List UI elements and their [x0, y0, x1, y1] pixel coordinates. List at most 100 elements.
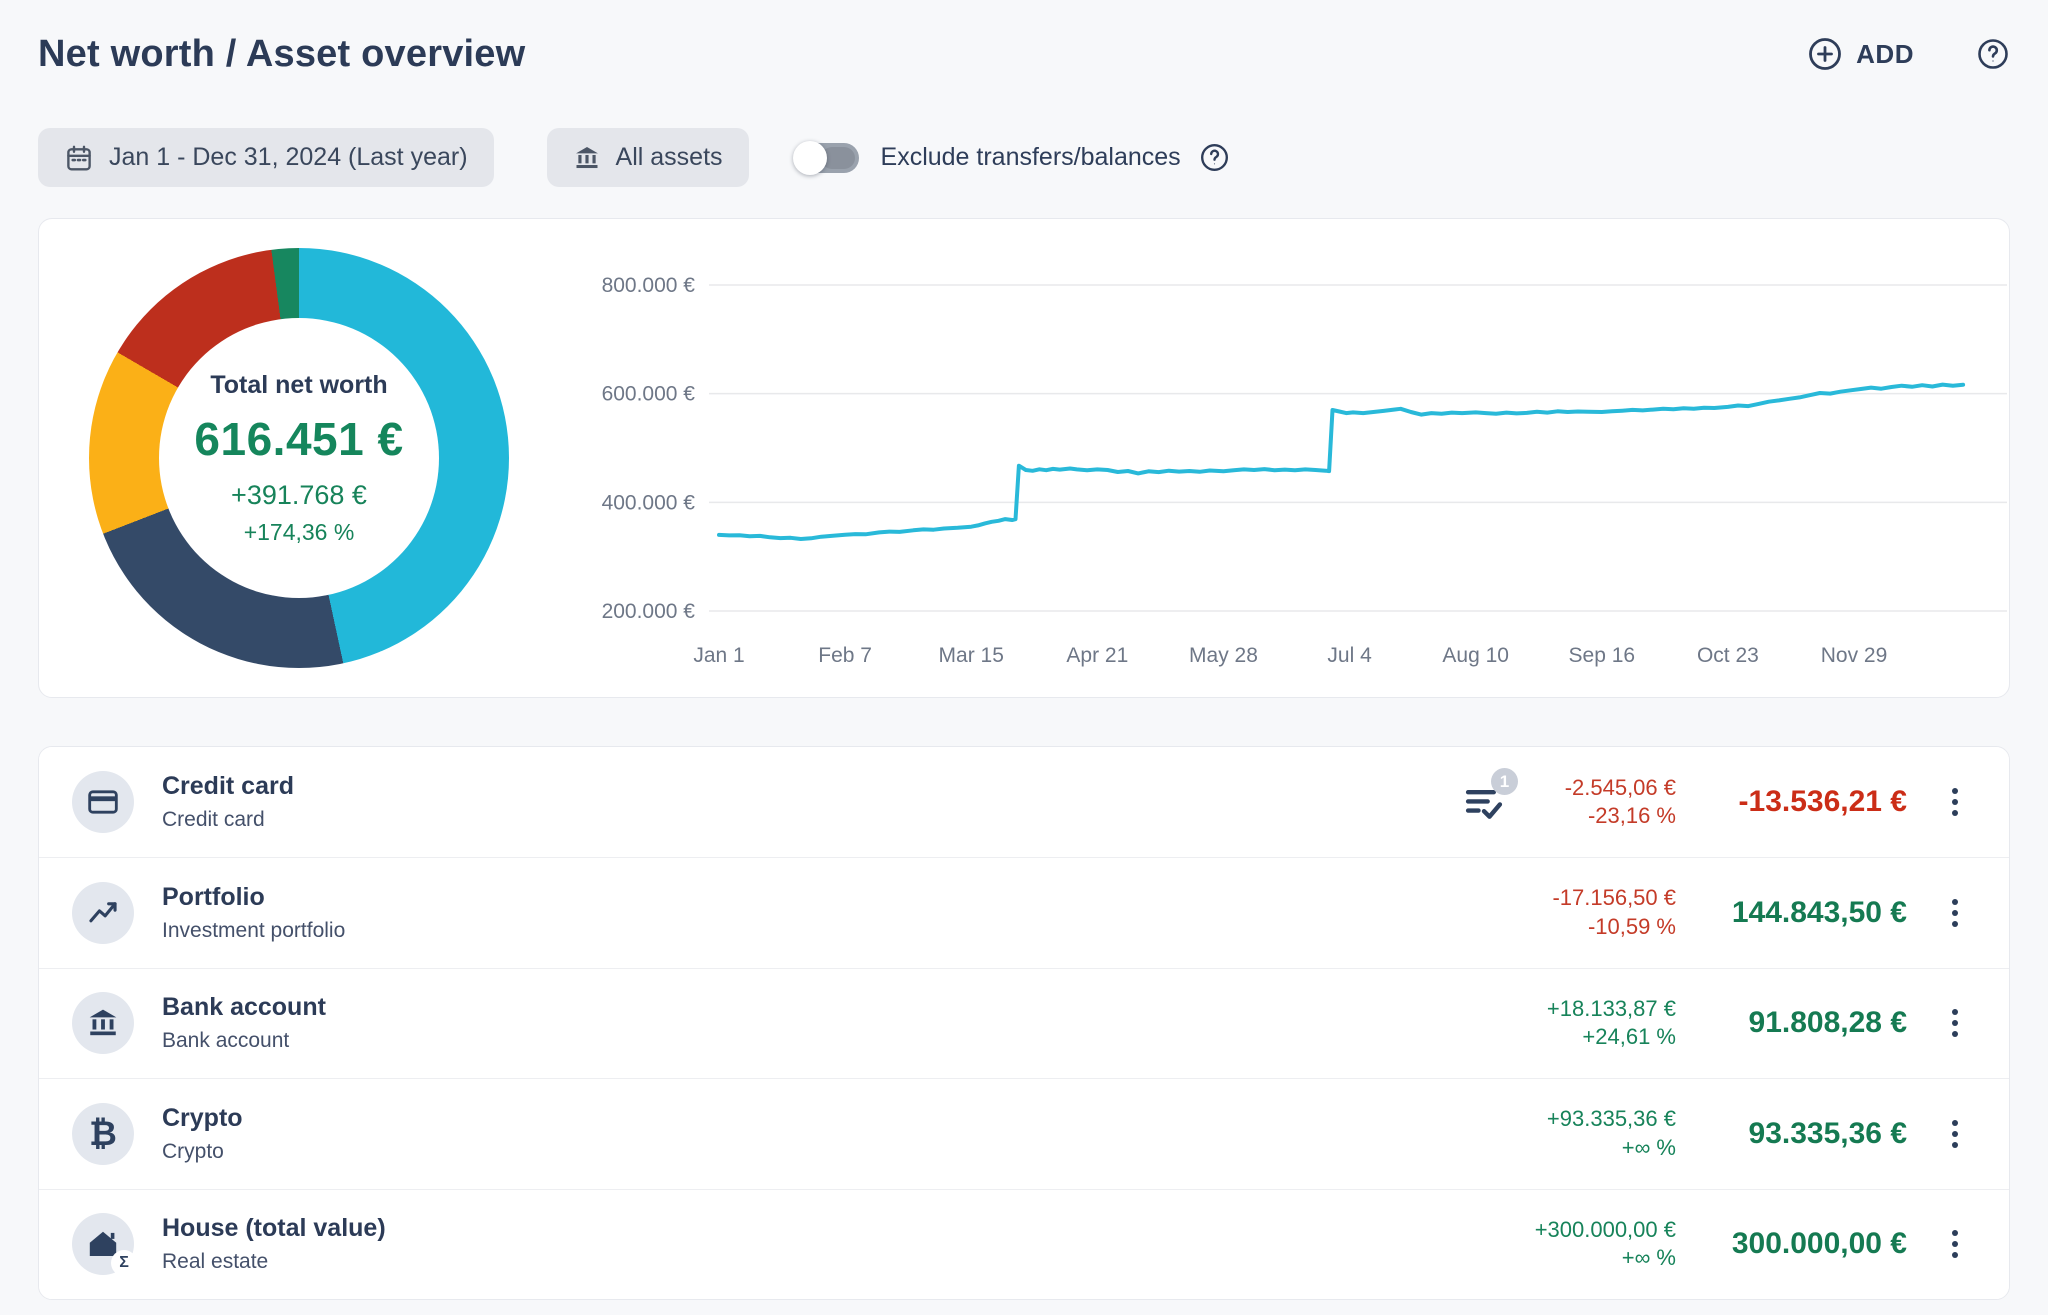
bank-icon: [72, 992, 134, 1055]
asset-change-amount: +18.133,87 €: [1546, 995, 1676, 1021]
asset-filter-label: All assets: [615, 143, 723, 171]
asset-change-percent: +∞ %: [1621, 1134, 1676, 1160]
y-axis-tick-label: 200.000 €: [602, 600, 696, 623]
asset-change: +18.133,87 € +24,61 %: [1524, 995, 1676, 1052]
sigma-badge: Σ: [111, 1250, 137, 1277]
help-button[interactable]: [1976, 37, 2010, 71]
list-check-icon: [1462, 780, 1506, 824]
exclude-transfers-label: Exclude transfers/balances: [880, 143, 1181, 171]
asset-filter-button[interactable]: All assets: [546, 128, 749, 187]
allocation-donut-chart[interactable]: Total net worth 616.451 € +391.768 € +17…: [89, 248, 509, 668]
asset-row[interactable]: ₿ Crypto Crypto +93.335,36 € +∞ % 93.335…: [39, 1078, 2009, 1189]
x-axis-tick-label: May 28: [1189, 644, 1258, 667]
y-axis-tick-label: 400.000 €: [602, 491, 696, 514]
bitcoin-icon: ₿: [89, 1114, 117, 1153]
asset-change-percent: -10,59 %: [1587, 914, 1676, 940]
asset-row-right: +18.133,87 € +24,61 % 91.808,28 €: [1524, 995, 2009, 1052]
chart-trend-icon: [72, 882, 134, 945]
asset-change: -17.156,50 € -10,59 %: [1524, 884, 1676, 941]
question-circle-icon: [1976, 37, 2010, 71]
toggle-knob: [792, 140, 827, 175]
x-axis-tick-label: Mar 15: [939, 644, 1004, 667]
asset-change-percent: -23,16 %: [1587, 803, 1676, 829]
asset-row[interactable]: Credit card Credit card 1 -2.545,06 € -2…: [39, 747, 2009, 858]
asset-subtitle: Bank account: [162, 1029, 290, 1053]
y-axis-tick-label: 800.000 €: [602, 274, 696, 297]
x-axis-tick-label: Oct 23: [1697, 644, 1759, 667]
net-worth-line-chart: 800.000 € 600.000 € 400.000 € 200.000 € Jan …: [559, 218, 2011, 698]
pending-transactions-button[interactable]: 1: [1462, 768, 1518, 824]
x-axis-tick-label: Nov 29: [1821, 644, 1888, 667]
total-net-worth-label: Total net worth: [210, 370, 388, 399]
asset-row[interactable]: Σ House (total value) Real estate +300.0…: [39, 1188, 2009, 1299]
asset-title: Credit card: [162, 772, 294, 801]
exclude-transfers-toggle[interactable]: [792, 140, 859, 175]
bank-icon: [573, 144, 601, 172]
net-worth-chart-card: Total net worth 616.451 € +391.768 € +17…: [38, 218, 2010, 698]
x-axis-tick-label: Apr 21: [1066, 644, 1128, 667]
header: Net worth / Asset overview ADD: [38, 28, 2010, 80]
asset-total: 93.335,36 €: [1748, 1116, 1907, 1150]
kebab-icon: [1952, 1230, 1958, 1237]
asset-title: House (total value): [162, 1214, 386, 1243]
filter-bar: Jan 1 - Dec 31, 2024 (Last year) All ass…: [38, 128, 2010, 187]
row-menu-button[interactable]: [1935, 1112, 1975, 1156]
pending-count-badge: 1: [1491, 768, 1518, 796]
asset-change-amount: +300.000,00 €: [1534, 1216, 1676, 1242]
asset-row-right: -17.156,50 € -10,59 % 144.843,50 €: [1524, 884, 2009, 941]
house-sum-icon: Σ: [72, 1213, 137, 1277]
asset-subtitle: Real estate: [162, 1250, 269, 1274]
asset-row-right: 1 -2.545,06 € -23,16 % -13.536,21 €: [1462, 768, 2009, 831]
asset-row[interactable]: Bank account Bank account +18.133,87 € +…: [39, 967, 2009, 1079]
asset-title: Crypto: [162, 1103, 243, 1132]
date-range-label: Jan 1 - Dec 31, 2024 (Last year): [109, 143, 468, 171]
kebab-icon: [1952, 1009, 1958, 1016]
x-axis-tick-label: Jan 1: [693, 644, 744, 667]
kebab-icon: [1952, 788, 1958, 795]
plus-circle-icon: [1807, 36, 1843, 72]
page-title: Net worth / Asset overview: [38, 32, 526, 75]
add-button[interactable]: ADD: [1801, 35, 1920, 73]
asset-change-percent: +24,61 %: [1582, 1024, 1676, 1050]
asset-total: -13.536,21 €: [1738, 785, 1907, 819]
asset-total: 300.000,00 €: [1731, 1227, 1907, 1261]
kebab-icon: [1952, 899, 1958, 906]
asset-row[interactable]: Portfolio Investment portfolio -17.156,5…: [39, 857, 2009, 968]
asset-total: 144.843,50 €: [1731, 896, 1907, 930]
allocation-donut-wrap: Total net worth 616.451 € +391.768 € +17…: [39, 248, 559, 668]
donut-center: Total net worth 616.451 € +391.768 € +17…: [89, 248, 509, 668]
question-circle-icon: [1199, 142, 1230, 173]
date-range-button[interactable]: Jan 1 - Dec 31, 2024 (Last year): [38, 128, 494, 187]
asset-text: Bank account Bank account: [162, 993, 326, 1053]
asset-row-right: +93.335,36 € +∞ % 93.335,36 €: [1524, 1105, 2009, 1162]
x-axis-tick-label: Sep 16: [1569, 644, 1636, 667]
asset-change-amount: -17.156,50 €: [1552, 885, 1676, 911]
row-menu-button[interactable]: [1935, 1222, 1975, 1266]
row-menu-button[interactable]: [1935, 780, 1975, 824]
kebab-icon: [1952, 1119, 1958, 1126]
asset-change: -2.545,06 € -23,16 %: [1524, 774, 1676, 831]
asset-change-percent: +∞ %: [1621, 1245, 1676, 1271]
asset-list: Credit card Credit card 1 -2.545,06 € -2…: [38, 746, 2010, 1300]
asset-subtitle: Credit card: [162, 808, 265, 832]
asset-total: 91.808,28 €: [1748, 1006, 1907, 1040]
total-change-absolute: +391.768 €: [231, 479, 367, 510]
credit-card-icon: [72, 771, 134, 834]
row-menu-button[interactable]: [1935, 891, 1975, 935]
row-menu-button[interactable]: [1935, 1001, 1975, 1045]
asset-subtitle: Crypto: [162, 1139, 224, 1163]
asset-text: Portfolio Investment portfolio: [162, 883, 345, 943]
calendar-icon: [64, 143, 94, 173]
exclude-transfers-group: Exclude transfers/balances: [792, 140, 1230, 175]
exclude-transfers-help-button[interactable]: [1199, 142, 1230, 173]
x-axis-tick-label: Jul 4: [1327, 644, 1372, 667]
net-worth-series-line: [717, 382, 1966, 541]
asset-title: Portfolio: [162, 883, 265, 912]
asset-change: +300.000,00 € +∞ %: [1524, 1216, 1676, 1273]
x-axis-tick-label: Aug 10: [1442, 644, 1509, 667]
asset-change-amount: +93.335,36 €: [1546, 1106, 1676, 1132]
x-axis-tick-label: Feb 7: [818, 644, 872, 667]
header-actions: ADD: [1801, 35, 2010, 73]
add-button-label: ADD: [1856, 38, 1914, 69]
